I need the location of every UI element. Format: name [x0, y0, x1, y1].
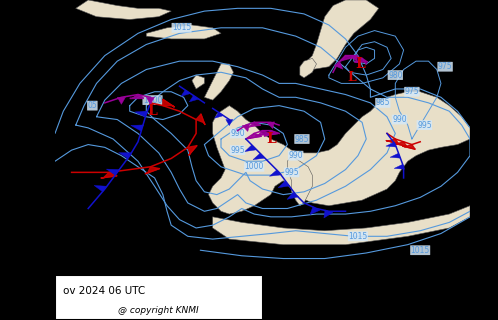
Polygon shape: [278, 181, 290, 188]
Polygon shape: [189, 95, 199, 102]
Text: 1000: 1000: [245, 162, 264, 171]
Polygon shape: [118, 97, 125, 104]
Text: 990: 990: [392, 115, 407, 124]
Text: 980: 980: [388, 70, 402, 80]
Text: L: L: [147, 104, 157, 118]
Polygon shape: [340, 56, 353, 61]
Polygon shape: [264, 131, 278, 136]
Polygon shape: [245, 145, 256, 151]
Polygon shape: [386, 142, 396, 147]
Polygon shape: [130, 94, 144, 99]
Polygon shape: [324, 210, 333, 218]
Polygon shape: [248, 133, 261, 139]
Polygon shape: [215, 112, 224, 118]
Text: 995: 995: [230, 146, 245, 155]
Polygon shape: [119, 153, 131, 158]
Polygon shape: [248, 122, 260, 127]
Polygon shape: [394, 142, 407, 147]
Polygon shape: [334, 62, 343, 69]
Text: 995: 995: [284, 168, 299, 177]
Text: 1015: 1015: [348, 232, 368, 241]
Text: 975: 975: [404, 87, 419, 96]
Text: 975: 975: [438, 62, 452, 71]
Polygon shape: [269, 170, 281, 176]
Text: 1015: 1015: [172, 23, 191, 32]
Polygon shape: [310, 207, 320, 215]
Polygon shape: [287, 192, 298, 199]
Polygon shape: [101, 172, 117, 178]
Polygon shape: [146, 97, 154, 104]
Polygon shape: [163, 99, 174, 107]
Polygon shape: [394, 164, 404, 169]
Polygon shape: [390, 153, 400, 158]
Polygon shape: [145, 167, 159, 174]
Polygon shape: [350, 55, 358, 62]
Polygon shape: [135, 111, 147, 117]
Text: L: L: [355, 57, 365, 71]
Text: 995: 995: [417, 121, 432, 130]
Polygon shape: [403, 145, 415, 149]
Polygon shape: [253, 153, 265, 160]
Polygon shape: [107, 169, 119, 175]
Polygon shape: [188, 146, 197, 155]
Text: L: L: [347, 71, 356, 84]
Text: @ copyright KNMI: @ copyright KNMI: [119, 306, 199, 315]
Polygon shape: [256, 131, 269, 136]
Polygon shape: [267, 122, 274, 129]
Polygon shape: [355, 58, 368, 62]
Polygon shape: [386, 139, 398, 144]
Text: 1000: 1000: [143, 96, 162, 105]
Text: 990: 990: [288, 151, 303, 160]
Text: 990: 990: [230, 129, 245, 138]
Polygon shape: [94, 186, 107, 192]
Polygon shape: [131, 125, 143, 131]
Text: 05: 05: [88, 101, 97, 110]
Polygon shape: [226, 120, 233, 125]
Text: 985: 985: [375, 98, 390, 107]
Text: L: L: [266, 132, 276, 146]
Polygon shape: [242, 124, 249, 132]
Polygon shape: [196, 114, 205, 124]
Text: ov 2024 06 UTC: ov 2024 06 UTC: [63, 286, 145, 296]
Polygon shape: [181, 90, 190, 96]
Text: 1015: 1015: [410, 246, 430, 255]
Text: 985: 985: [295, 134, 309, 143]
